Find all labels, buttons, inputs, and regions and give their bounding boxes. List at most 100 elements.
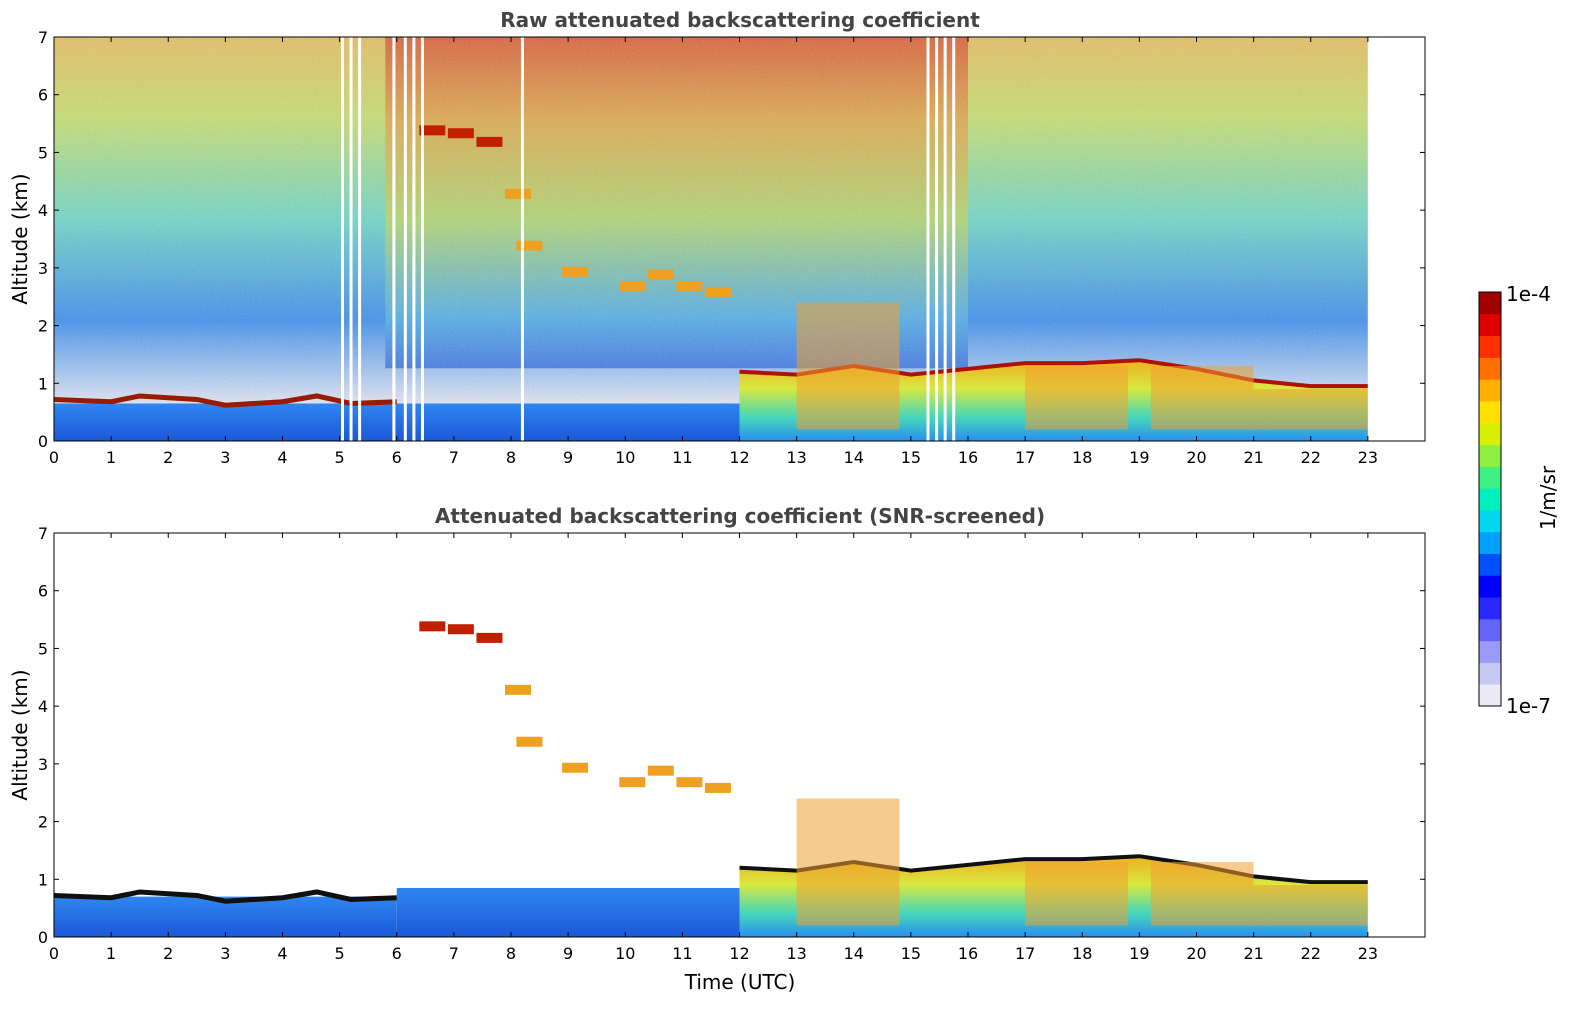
descending-layer-mark [516,240,543,251]
x-tick-label: 6 [392,944,402,963]
descending-layer-mark [647,765,674,776]
x-tick-label: 2 [163,448,173,467]
cloud-intense-patch [1025,365,1128,430]
x-tick-label: 23 [1358,448,1378,467]
x-tick-label: 0 [49,944,59,963]
colorbar-segment [1479,379,1501,402]
y-tick-label: 0 [38,432,48,451]
cloud-intense-patch [1253,885,1368,926]
x-tick-label: 19 [1129,944,1149,963]
colorbar-segment [1479,553,1501,576]
x-tick-label: 1 [106,944,116,963]
x-tick-label: 1 [106,448,116,467]
x-tick-label: 8 [506,944,516,963]
descending-layer-mark [447,128,474,139]
x-tick-label: 14 [844,448,864,467]
y-tick-label: 7 [38,524,48,543]
cloud-intense-patch [1150,365,1254,430]
descending-layer-mark [619,281,646,292]
x-tick-label: 5 [335,944,345,963]
colorbar-segment [1479,575,1501,598]
x-tick-label: 11 [672,944,692,963]
colorbar-segment [1479,684,1501,707]
y-tick-label: 6 [38,582,48,601]
data-gap-line [926,37,930,441]
boundary-layer-top-line [54,393,397,408]
no-data-region [1367,37,1425,441]
x-tick-label: 8 [506,448,516,467]
data-gap-line [935,37,939,441]
data-gap-line [349,37,353,441]
data-gap-line [520,37,524,441]
heatmap-surface-layer [54,403,740,441]
descending-layer-mark [476,136,503,147]
cloud-intense-patch [1253,389,1368,430]
colorbar-segment [1479,444,1501,467]
x-tick-label: 13 [786,448,806,467]
x-tick-label: 9 [563,944,573,963]
colorbar-segment [1479,357,1501,380]
x-tick-label: 11 [672,448,692,467]
colorbar-segment [1479,466,1501,489]
x-tick-label: 21 [1243,448,1263,467]
x-tick-label: 2 [163,944,173,963]
x-tick-label: 12 [729,448,749,467]
x-tick-label: 15 [901,944,921,963]
y-tick-label: 0 [38,928,48,947]
descending-layer-mark [476,632,503,643]
x-tick-label: 15 [901,448,921,467]
colorbar-segment [1479,597,1501,620]
x-tick-label: 23 [1358,944,1378,963]
x-tick-label: 22 [1301,944,1321,963]
y-tick-label: 2 [38,813,48,832]
y-tick-label: 3 [38,259,48,278]
descending-layer-mark [505,684,531,695]
x-tick-label: 12 [729,944,749,963]
y-tick-label: 4 [38,201,48,220]
colorbar-segment [1479,618,1501,642]
x-tick-label: 3 [220,448,230,467]
boundary-layer-top-line [54,889,397,904]
data-gap-line [943,37,947,441]
descending-layer-mark [516,736,543,747]
x-tick-label: 5 [335,448,345,467]
y-tick-label: 6 [38,86,48,105]
colorbar-segment [1479,531,1501,554]
heatmap-surface-layer [396,887,740,937]
x-tick-label: 6 [392,448,402,467]
x-tick-label: 4 [277,944,287,963]
data-gap-line [412,37,416,441]
x-tick-label: 7 [449,448,459,467]
data-gap-line [952,37,956,441]
no-data-region [1367,533,1425,937]
y-tick-label: 4 [38,697,48,716]
heatmap-panel-2 [54,533,1425,937]
y-tick-label: 5 [38,143,48,162]
colorbar-segment [1479,662,1501,685]
cloud-intense-patch [796,302,900,430]
data-gap-line [403,37,407,441]
y-tick-label: 1 [38,374,48,393]
colorbar-segment [1479,335,1501,358]
x-tick-label: 0 [49,448,59,467]
x-tick-label: 17 [1015,448,1035,467]
descending-layer-mark [505,188,531,199]
descending-layer-mark [647,269,674,280]
x-tick-label: 18 [1072,448,1092,467]
descending-layer-mark [676,281,703,292]
descending-layer-mark [619,777,646,788]
x-tick-label: 3 [220,944,230,963]
y-tick-label: 3 [38,755,48,774]
colorbar-segment [1479,422,1501,446]
cloud-intense-patch [1025,861,1128,926]
descending-layer-mark [562,762,589,773]
cloud-intense-patch [1150,861,1254,926]
x-tick-label: 7 [449,944,459,963]
x-tick-label: 20 [1186,944,1206,963]
x-tick-label: 4 [277,448,287,467]
descending-layer-mark [419,621,446,632]
descending-layer-mark [676,777,703,788]
colorbar-segment [1479,292,1501,315]
